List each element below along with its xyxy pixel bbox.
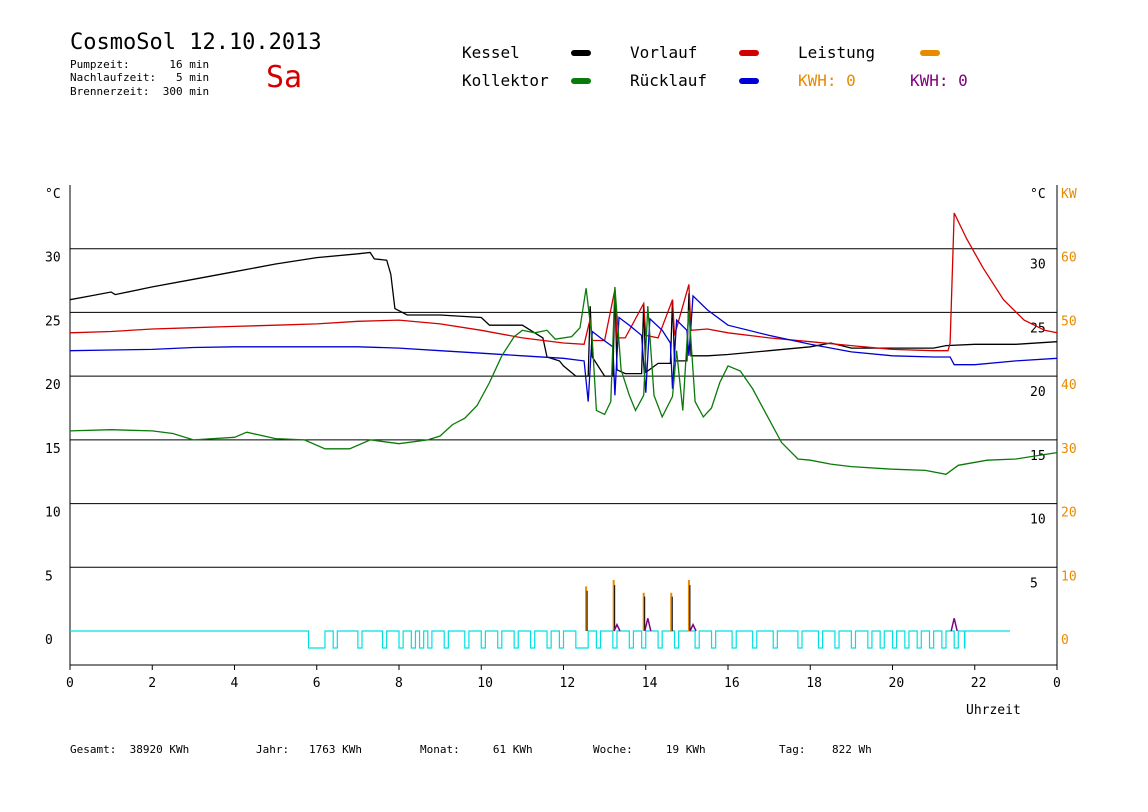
legend-kwh1-label: KWH: 0 xyxy=(798,71,856,90)
x-tick-label: 6 xyxy=(313,676,321,691)
pumpzeit-text: Pumpzeit: 16 min xyxy=(70,58,210,71)
y-left-tick-label: 0 xyxy=(45,633,53,648)
legend-vorlauf-swatch xyxy=(739,50,759,56)
y-kw-tick-label: 20 xyxy=(1061,506,1077,521)
y-kw-tick-label: 30 xyxy=(1061,442,1077,457)
y-left-tick-label: 10 xyxy=(45,506,61,521)
stat-monat: Monat: 61 KWh xyxy=(420,743,533,756)
x-tick-label: 8 xyxy=(395,676,403,691)
legend-kwh2-label: KWH: 0 xyxy=(910,71,968,90)
x-tick-label: 4 xyxy=(231,676,239,691)
kwh-mark xyxy=(613,622,621,632)
stat-woche: Woche: 19 KWh xyxy=(593,743,706,756)
stat-jahr: Jahr: 1763 KWh xyxy=(256,743,362,756)
y-right-unit: °C xyxy=(1030,187,1046,202)
kwh-mark xyxy=(644,618,652,632)
y-left-tick-label: 5 xyxy=(45,569,53,584)
legend-ruecklauf-swatch xyxy=(739,78,759,84)
y-right-tick-label: 10 xyxy=(1030,513,1046,528)
x-tick-label: 10 xyxy=(477,676,493,691)
page-title: CosmoSol 12.10.2013 xyxy=(70,30,322,55)
y-kw-tick-label: 40 xyxy=(1061,378,1077,393)
series-vorlauf xyxy=(69,212,1058,352)
y-left-tick-label: 30 xyxy=(45,251,61,266)
series-kessel xyxy=(69,251,1058,377)
y-left-tick-label: 25 xyxy=(45,314,61,329)
legend-kollektor-swatch xyxy=(571,78,591,84)
x-tick-label: 20 xyxy=(889,676,905,691)
legend-kollektor-label: Kollektor xyxy=(462,71,549,90)
brennerzeit-text: Brennerzeit: 300 min xyxy=(70,85,210,98)
x-tick-label: 2 xyxy=(148,676,156,691)
x-tick-label: 22 xyxy=(971,676,987,691)
series-ruecklauf xyxy=(69,294,1058,402)
legend-leistung-label: Leistung xyxy=(798,43,876,62)
x-tick-label: 14 xyxy=(642,676,658,691)
y-right-tick-label: 15 xyxy=(1030,449,1046,464)
y-left-tick-label: 15 xyxy=(45,442,61,457)
kwh-mark xyxy=(950,618,958,632)
x-tick-label: 16 xyxy=(724,676,740,691)
x-tick-label: 0 xyxy=(1053,676,1061,691)
legend-ruecklauf-label: Rücklauf xyxy=(630,71,708,90)
y-kw-unit: KW xyxy=(1061,187,1077,202)
weekday-label: Sa xyxy=(266,60,303,95)
kwh-mark xyxy=(689,622,697,632)
stat-tag: Tag: 822 Wh xyxy=(779,743,872,756)
series-kollektor xyxy=(69,286,1058,475)
x-tick-label: 0 xyxy=(66,676,74,691)
x-axis-label: Uhrzeit xyxy=(966,703,1021,718)
nachlaufzeit-text: Nachlaufzeit: 5 min xyxy=(70,71,210,84)
y-left-tick-label: 20 xyxy=(45,378,61,393)
legend-vorlauf-label: Vorlauf xyxy=(630,43,698,62)
y-right-tick-label: 30 xyxy=(1030,258,1046,273)
y-right-tick-label: 5 xyxy=(1030,576,1038,591)
y-kw-tick-label: 50 xyxy=(1061,314,1077,329)
y-kw-tick-label: 60 xyxy=(1061,251,1077,266)
x-tick-label: 18 xyxy=(806,676,822,691)
y-left-unit: °C xyxy=(45,187,61,202)
legend-leistung-swatch xyxy=(920,50,940,56)
y-kw-tick-label: 0 xyxy=(1061,633,1069,648)
legend-kessel-label: Kessel xyxy=(462,43,520,62)
legend-kessel-swatch xyxy=(571,50,591,56)
stat-gesamt: Gesamt: 38920 KWh xyxy=(70,743,190,756)
y-kw-tick-label: 10 xyxy=(1061,569,1077,584)
x-tick-label: 12 xyxy=(560,676,576,691)
pump-series xyxy=(70,630,1010,649)
y-right-tick-label: 20 xyxy=(1030,385,1046,400)
